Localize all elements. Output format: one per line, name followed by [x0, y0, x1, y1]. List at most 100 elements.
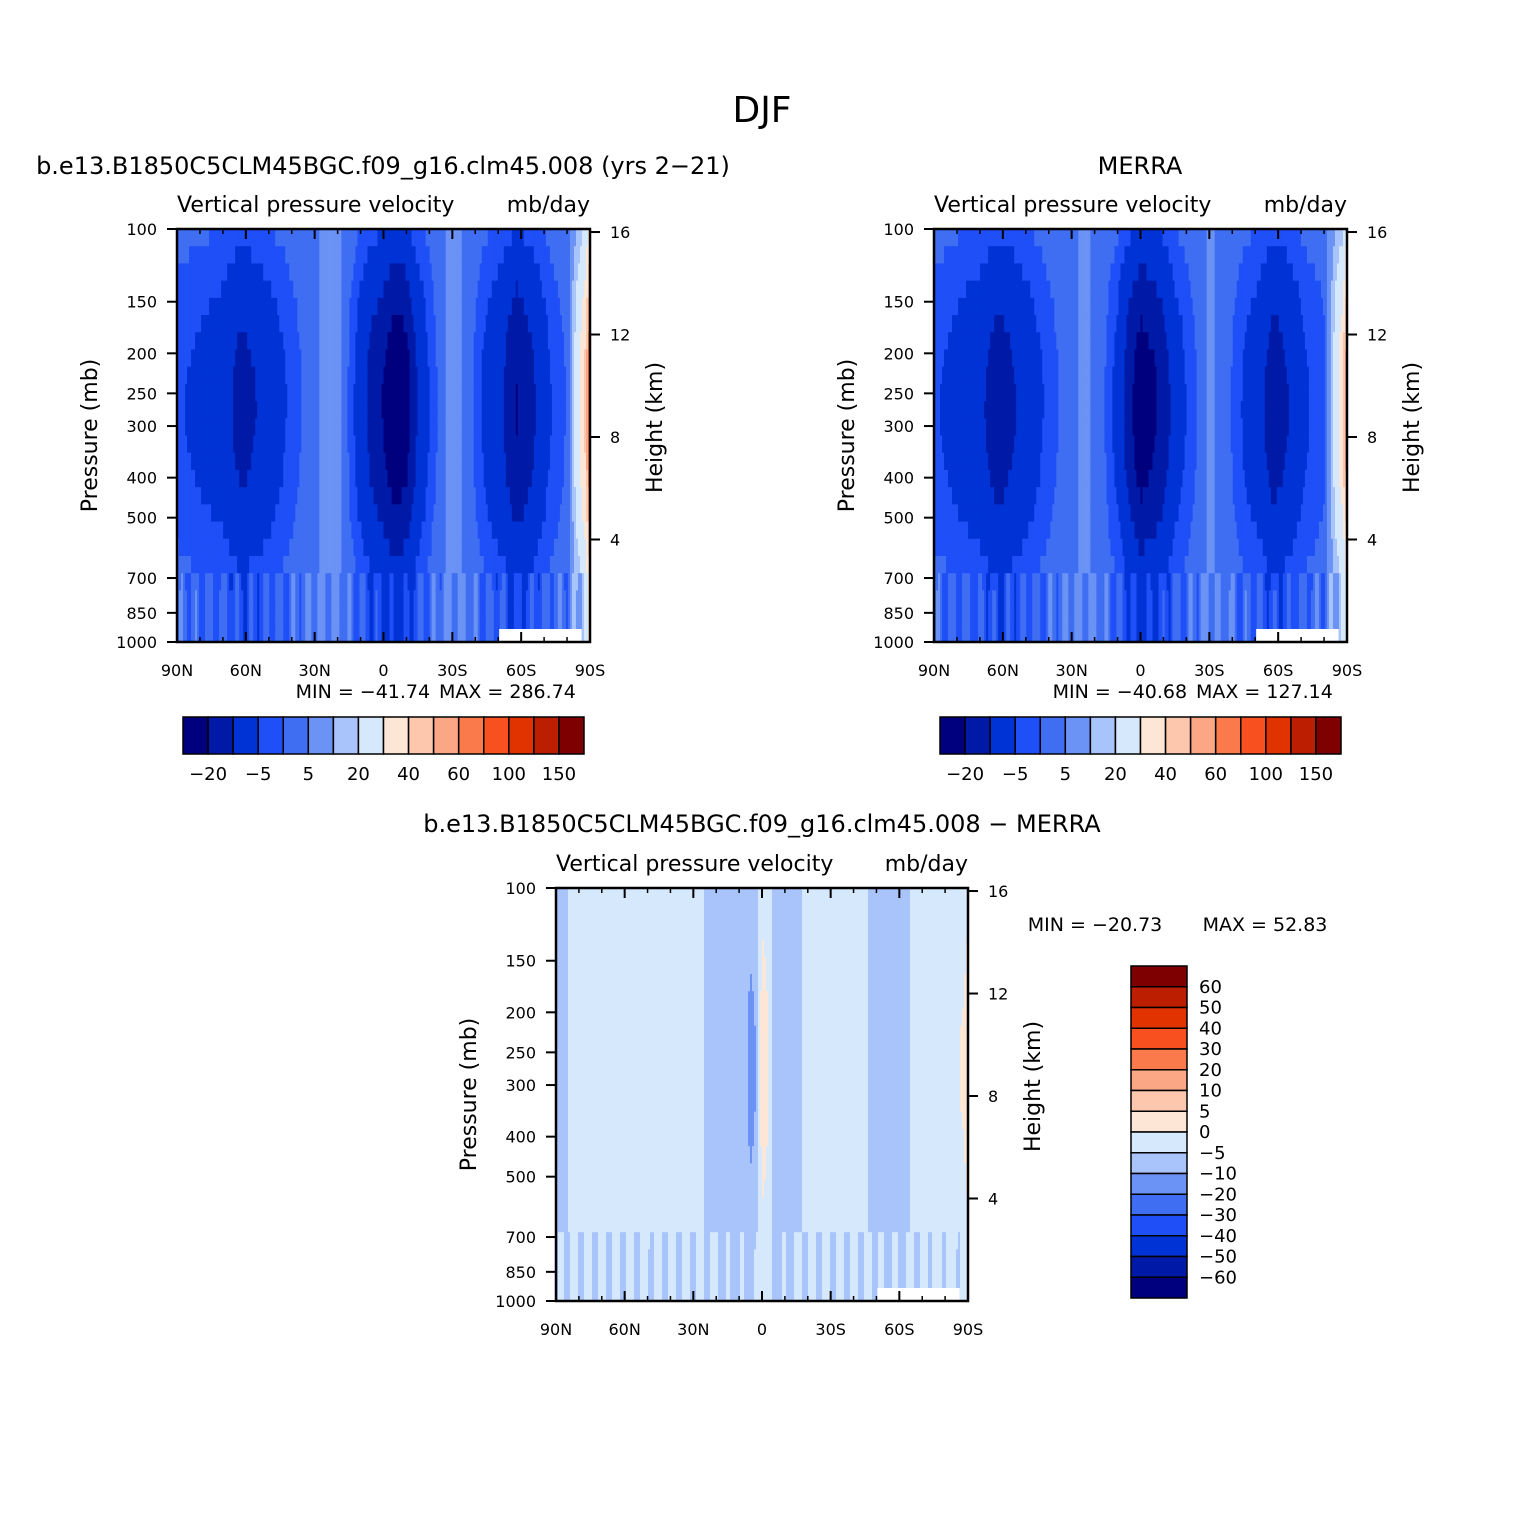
contour-cell	[305, 229, 308, 247]
contour-cell	[299, 538, 302, 557]
contour-cell	[375, 435, 379, 454]
contour-cell	[241, 366, 244, 385]
contour-cell	[269, 349, 272, 368]
contour-cell	[293, 315, 296, 333]
contour-cell	[205, 538, 208, 557]
contour-cell	[263, 573, 266, 591]
contour-cell	[399, 280, 403, 299]
contour-cell	[313, 504, 316, 523]
contour-cell	[407, 366, 411, 385]
contour-cell	[353, 401, 357, 419]
contour-cell	[389, 297, 393, 316]
contour-cell	[291, 435, 294, 454]
contour-cell	[329, 555, 332, 574]
contour-cell	[341, 263, 344, 282]
contour-cell	[255, 418, 258, 437]
contour-cell	[417, 297, 421, 316]
contour-cell	[285, 401, 288, 419]
contour-cell	[367, 229, 371, 247]
contour-cell	[197, 246, 200, 265]
contour-cell	[195, 573, 198, 591]
contour-cell	[395, 435, 399, 454]
contour-cell	[247, 263, 250, 282]
contour-cell	[199, 383, 202, 402]
contour-cell	[309, 504, 312, 523]
contour-cell	[233, 555, 236, 574]
contour-cell	[287, 435, 290, 454]
contour-cell	[401, 469, 405, 488]
contour-cell	[271, 229, 274, 247]
contour-cell	[349, 435, 353, 454]
contour-cell	[377, 590, 381, 609]
contour-cell	[391, 418, 395, 437]
contour-cell	[245, 383, 248, 402]
contour-cell	[207, 315, 210, 333]
contour-cell	[395, 401, 399, 419]
contour-cell	[249, 418, 252, 437]
contour-cell	[297, 521, 300, 540]
contour-cell	[299, 607, 302, 626]
contour-cell	[349, 418, 353, 437]
contour-cell	[381, 349, 385, 368]
contour-cell	[185, 435, 188, 454]
contour-cell	[255, 263, 258, 282]
contour-cell	[209, 607, 212, 626]
contour-cell	[325, 469, 328, 488]
contour-cell	[353, 590, 357, 609]
contour-cell	[237, 607, 240, 626]
contour-cell	[209, 280, 212, 299]
figure-title: DJF	[732, 90, 791, 131]
contour-cell	[205, 383, 208, 402]
contour-cell	[343, 487, 346, 505]
contour-cell	[329, 435, 332, 454]
contour-cell	[361, 452, 365, 471]
contour-cell	[323, 366, 326, 385]
contour-cell	[207, 401, 210, 419]
contour-cell	[335, 555, 338, 574]
contour-cell	[273, 573, 276, 591]
x-tick-label: 0	[378, 661, 388, 680]
contour-cell	[207, 504, 210, 523]
contour-cell	[187, 263, 190, 282]
contour-cell	[277, 452, 280, 471]
contour-cell	[235, 418, 238, 437]
contour-cell	[273, 366, 276, 385]
contour-cell	[219, 452, 222, 471]
contour-cell	[367, 246, 371, 265]
contour-cell	[387, 401, 391, 419]
contour-cell	[413, 452, 417, 471]
contour-cell	[319, 315, 322, 333]
contour-cell	[353, 624, 357, 643]
contour-cell	[253, 590, 256, 609]
contour-cell	[275, 435, 278, 454]
contour-cell	[301, 332, 304, 351]
contour-cell	[199, 538, 202, 557]
contour-cell	[319, 332, 322, 351]
contour-cell	[189, 280, 192, 299]
contour-cell	[179, 521, 182, 540]
contour-cell	[329, 452, 332, 471]
contour-cell	[259, 229, 262, 247]
contour-cell	[361, 366, 365, 385]
contour-cell	[403, 435, 407, 454]
contour-cell	[329, 349, 332, 368]
contour-cell	[365, 452, 369, 471]
contour-cell	[253, 521, 256, 540]
contour-cell	[313, 607, 316, 626]
contour-cell	[311, 624, 314, 643]
contour-cell	[323, 555, 326, 574]
contour-cell	[321, 263, 324, 282]
contour-cell	[403, 229, 407, 247]
contour-cell	[287, 504, 290, 523]
contour-cell	[211, 521, 214, 540]
contour-cell	[245, 246, 248, 265]
contour-cell	[323, 504, 326, 523]
contour-cell	[249, 590, 252, 609]
contour-cell	[187, 332, 190, 351]
contour-cell	[217, 573, 220, 591]
contour-cell	[363, 504, 367, 523]
contour-cell	[227, 452, 230, 471]
contour-cell	[215, 263, 218, 282]
contour-cell	[375, 487, 379, 505]
contour-cell	[237, 263, 240, 282]
